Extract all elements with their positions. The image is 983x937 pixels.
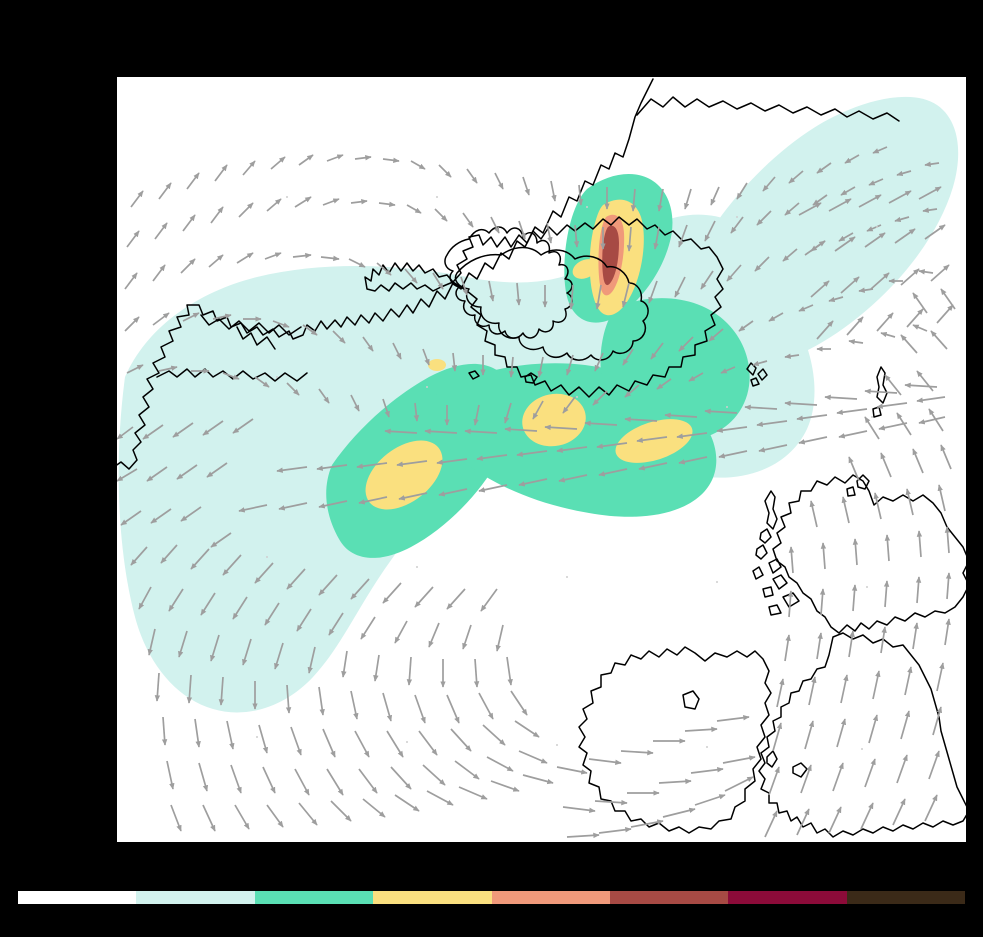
map-panel[interactable]: [117, 77, 966, 842]
colorbar[interactable]: [18, 891, 965, 904]
colorbar-segment-0: [18, 891, 137, 904]
colorbar-segment-4: [491, 891, 610, 904]
colorbar-tick: [847, 906, 965, 920]
contour-fill-level-5: [602, 225, 619, 286]
colorbar-tick: [255, 906, 373, 920]
colorbar-tick: [18, 906, 136, 920]
colorbar-tick: [610, 906, 728, 920]
colorbar-tick: [373, 906, 491, 920]
colorbar-segment-1: [136, 891, 255, 904]
colorbar-segment-2: [254, 891, 374, 904]
colorbar-tick-labels: [18, 906, 965, 920]
colorbar-segment-5: [609, 891, 729, 904]
colorbar-segment-6: [728, 891, 847, 904]
colorbar-segment-3: [373, 891, 492, 904]
wind-vector-field: [117, 146, 956, 839]
colorbar-segment-7: [846, 891, 965, 904]
colorbar-tick: [136, 906, 254, 920]
gridline-dots: [256, 196, 878, 750]
colorbar-tick: [492, 906, 610, 920]
map-canvas[interactable]: [117, 77, 966, 842]
colorbar-tick: [728, 906, 846, 920]
